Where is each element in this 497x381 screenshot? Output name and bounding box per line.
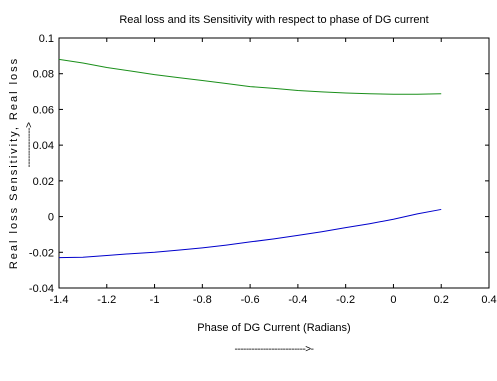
y-tick-label: 0.08 <box>33 69 54 81</box>
x-tick-label: -0.2 <box>336 294 355 306</box>
y-tick-label: 0.04 <box>33 140 54 152</box>
y-axis: -0.04 -0.02 0 0.02 0.04 0.06 0.08 0.1 <box>29 33 489 295</box>
chart-title: Real loss and its Sensitivity with respe… <box>119 14 428 26</box>
x-tick-label: -0.8 <box>193 294 212 306</box>
x-axis: -1.4 -1.2 -1 -0.8 -0.6 -0.4 -0.2 0 0.2 0.4 <box>50 38 497 306</box>
x-tick-label: -1.2 <box>97 294 116 306</box>
x-tick-label: -1.4 <box>50 294 69 306</box>
x-axis-label: Phase of DG Current (Radians) <box>197 322 350 334</box>
series-layer <box>58 58 442 259</box>
plot-area <box>58 37 490 289</box>
y-tick-label: 0.06 <box>33 104 54 116</box>
y-axis-label: Real loss Sensitivity, Real loss <box>8 57 20 269</box>
series-line-2 <box>58 208 442 259</box>
y-tick-label: 0.02 <box>33 176 54 188</box>
series-line-1 <box>58 58 442 95</box>
x-tick-label: 0 <box>390 294 396 306</box>
x-tick-label: -0.6 <box>241 294 260 306</box>
y-axis-arrow: --------------> <box>24 122 35 168</box>
x-tick-label: -1 <box>150 294 160 306</box>
y-tick-label: -0.02 <box>29 247 54 259</box>
y-tick-label: -0.04 <box>29 283 54 295</box>
x-tick-label: 0.4 <box>481 294 496 306</box>
y-tick-label: 0.1 <box>39 33 54 45</box>
x-tick-label: 0.2 <box>434 294 449 306</box>
y-tick-label: 0 <box>48 212 54 224</box>
x-tick-label: -0.4 <box>288 294 307 306</box>
x-axis-arrow: ------------------------->- <box>235 344 314 355</box>
